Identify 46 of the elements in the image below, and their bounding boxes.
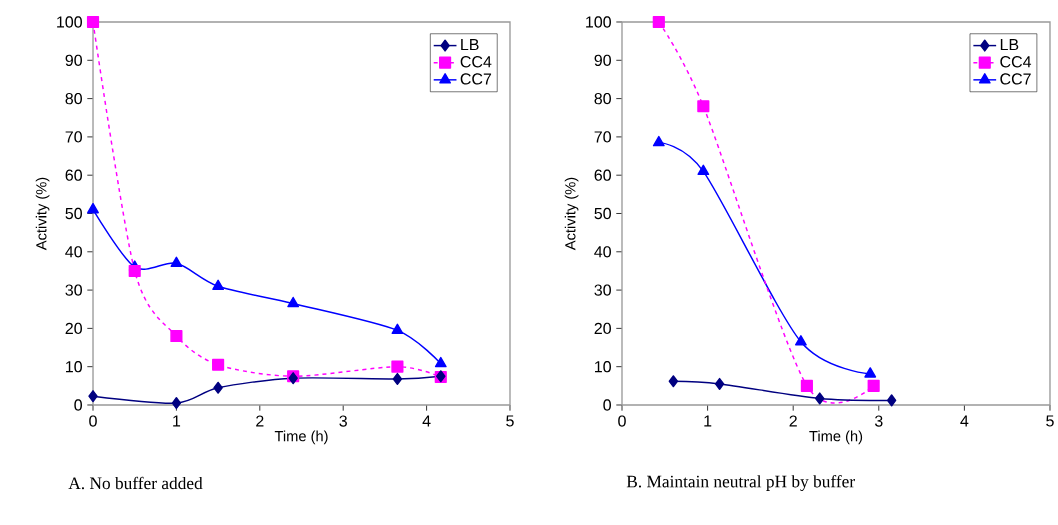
x-tick-label: 2 (789, 415, 797, 427)
y-tick-label: 0 (74, 399, 82, 411)
y-tick-label: 60 (65, 169, 82, 181)
text: B. Maintain neutral pH by buffer (626, 475, 855, 491)
y-tick-label: 40 (594, 246, 611, 258)
y-tick-label: 40 (65, 246, 82, 258)
x-tick-label: 5 (506, 415, 514, 427)
y-tick-label: 100 (586, 16, 611, 28)
x-axis-title: Time (h) (274, 430, 328, 445)
x-tick-label: 0 (618, 415, 626, 427)
x-axis-title: Time (h) (809, 430, 863, 445)
y-tick-label: 10 (595, 361, 611, 373)
y-tick-label: 70 (65, 131, 82, 143)
x-tick-label: 4 (422, 415, 431, 427)
y-axis-title: Activity (%) (564, 177, 579, 251)
y-tick-label: 20 (594, 322, 611, 335)
legend-label: CC4 (460, 56, 492, 68)
y-tick-label: 50 (65, 207, 82, 220)
y-tick-label: 0 (603, 399, 611, 411)
legend-label: LB (1000, 39, 1019, 51)
x-tick-label: 0 (89, 415, 97, 427)
y-tick-label: 10 (66, 361, 82, 373)
x-tick-label: 1 (704, 415, 712, 427)
y-tick-label: 80 (65, 92, 82, 105)
x-tick-label: 3 (339, 415, 347, 427)
y-tick-label: 30 (65, 284, 82, 296)
x-tick-label: 1 (173, 415, 181, 427)
x-tick-label: 4 (960, 415, 969, 427)
y-tick-label: 90 (594, 54, 611, 66)
legend-label: CC7 (460, 73, 492, 85)
legend-label: LB (461, 39, 479, 51)
y-axis-title: Activity (%) (35, 177, 50, 251)
x-tick-label: 3 (874, 415, 883, 427)
legend-label: CC4 (1000, 56, 1032, 68)
y-tick-label: 90 (65, 54, 82, 66)
y-tick-label: 50 (594, 207, 611, 220)
y-tick-label: 20 (65, 322, 82, 335)
text: A. No buffer added (68, 476, 203, 490)
x-tick-label: 5 (1046, 415, 1054, 427)
legend-label: CC7 (1000, 73, 1031, 85)
x-tick-label: 2 (256, 415, 264, 427)
y-tick-label: 80 (594, 92, 611, 105)
y-tick-label: 100 (57, 16, 82, 28)
y-tick-label: 30 (594, 284, 611, 296)
y-tick-label: 70 (594, 131, 611, 143)
y-tick-label: 60 (594, 169, 611, 181)
